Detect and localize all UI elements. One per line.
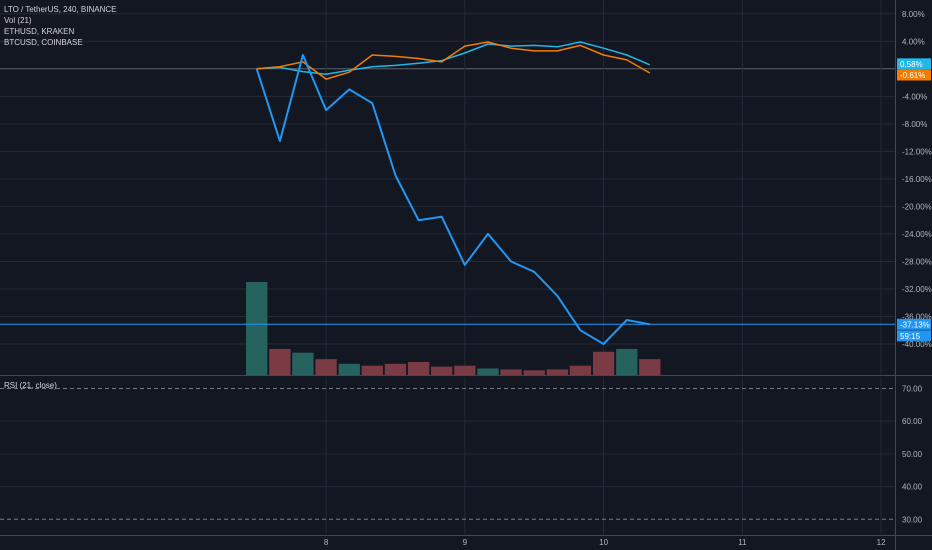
badge-countdown: 59:15 (900, 332, 921, 341)
rsi-tick-label: 70.00 (902, 384, 923, 393)
price-tick-label: -8.00% (902, 120, 927, 129)
rsi-tick-label: 30.00 (902, 515, 923, 524)
volume-bar (315, 359, 337, 375)
rsi-pane: 70.00 60.00 50.00 40.00 30.00 (0, 384, 923, 524)
legend-main-symbol[interactable]: LTO / TetherUS, 240, BINANCE (4, 5, 117, 14)
badge-btc-bg (897, 58, 931, 70)
price-tick-label: -40.00% (902, 340, 932, 349)
series-line-lto (255, 54, 650, 345)
time-tick-label: 8 (324, 538, 329, 547)
price-tick-label: -28.00% (902, 257, 932, 266)
volume-bar (431, 366, 453, 375)
volume-bars (246, 282, 661, 375)
legend-compare-eth[interactable]: ETHUSD, KRAKEN (4, 27, 75, 36)
volume-bar (477, 368, 499, 375)
volume-bar (500, 369, 522, 375)
price-tick-label: -24.00% (902, 230, 932, 239)
volume-bar (338, 363, 360, 375)
volume-bar (523, 370, 545, 375)
volume-bar (246, 282, 268, 375)
badge-lto: -37.13% (900, 320, 930, 329)
price-tick-label: -20.00% (902, 202, 932, 211)
volume-bar (407, 361, 430, 375)
price-tick-label: 8.00% (902, 10, 925, 19)
volume-bar (454, 365, 476, 375)
rsi-tick-label: 40.00 (902, 483, 923, 492)
volume-bar (592, 351, 615, 375)
volume-bar (292, 352, 314, 375)
price-tick-label: -32.00% (902, 285, 932, 294)
rsi-tick-label: 50.00 (902, 450, 923, 459)
volume-bar (639, 359, 661, 375)
badge-countdown-bg (897, 330, 931, 342)
chart-legend: LTO / TetherUS, 240, BINANCE Vol (21) ET… (4, 4, 117, 48)
time-axis[interactable]: 8 9 10 11 12 (324, 538, 886, 547)
price-tick-label: 4.00% (902, 37, 925, 46)
legend-volume[interactable]: Vol (21) (4, 16, 32, 25)
volume-bar (269, 348, 291, 375)
volume-bar (569, 365, 592, 375)
price-lines (0, 41, 895, 345)
time-tick-label: 12 (877, 538, 886, 547)
rsi-legend[interactable]: RSI (21, close) (4, 381, 57, 390)
badge-eth-bg (897, 69, 931, 81)
badge-btc: 0.58% (900, 60, 923, 69)
price-tick-label: -16.00% (902, 175, 932, 184)
rsi-tick-label: 60.00 (902, 417, 923, 426)
volume-bar (361, 365, 383, 375)
time-tick-label: 10 (599, 538, 608, 547)
price-tick-label: -4.00% (902, 92, 927, 101)
price-tick-label: -12.00% (902, 147, 932, 156)
legend-compare-btc[interactable]: BTCUSD, COINBASE (4, 38, 83, 47)
volume-bar (384, 363, 407, 375)
series-line-eth (256, 41, 651, 80)
badge-lto-bg (897, 318, 931, 330)
series-line-btc (256, 41, 651, 76)
volume-bar (546, 369, 569, 375)
time-tick-label: 9 (463, 538, 468, 547)
price-tick-label: -36.00% (902, 313, 932, 322)
last-value-badges: 0.58% -0.61% -37.13% 59:15 (897, 58, 931, 342)
badge-eth: -0.61% (900, 71, 925, 80)
volume-bar (616, 348, 638, 375)
time-tick-label: 11 (738, 538, 747, 547)
